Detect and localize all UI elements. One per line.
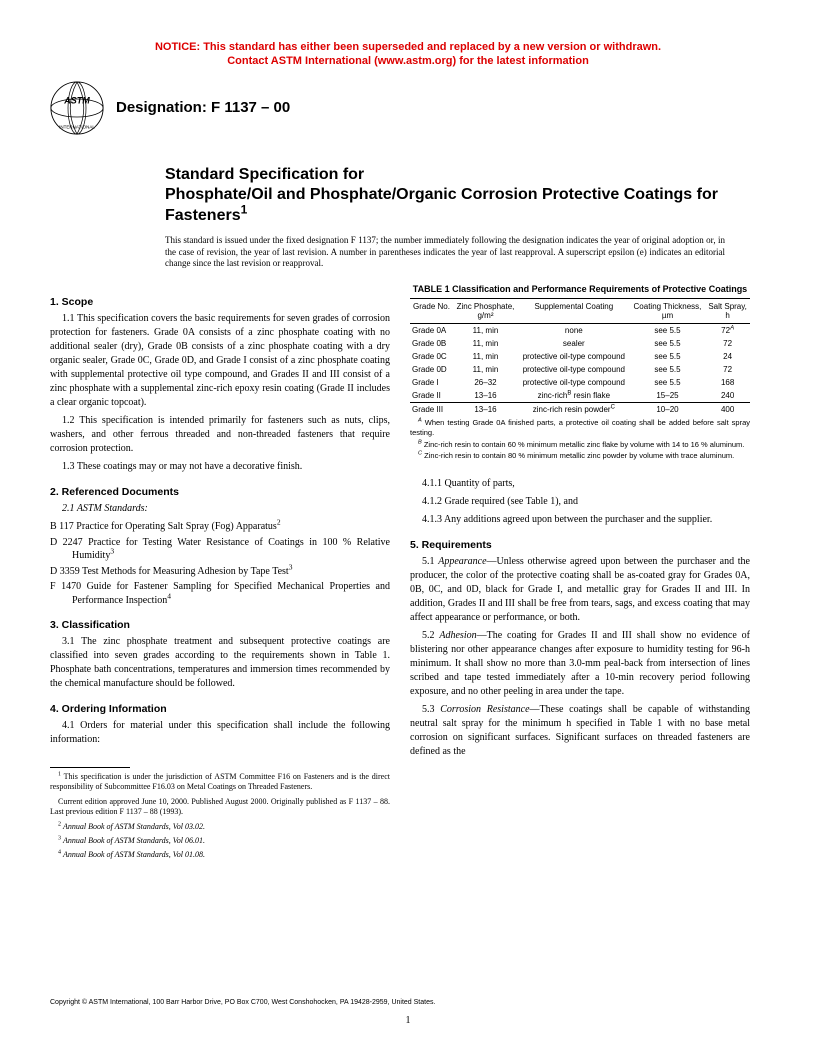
ref-f1470: F 1470 Guide for Fastener Sampling for S… — [50, 580, 390, 607]
svg-text:INTERNATIONAL: INTERNATIONAL — [59, 124, 95, 129]
ref-d3359: D 3359 Test Methods for Measuring Adhesi… — [50, 565, 390, 579]
sec4-p2: 4.1.1 Quantity of parts, — [410, 477, 750, 491]
header: ASTM INTERNATIONAL Designation: F 1137 –… — [50, 81, 766, 135]
title-block: Standard Specification for Phosphate/Oil… — [165, 165, 766, 270]
sec4-p3: 4.1.2 Grade required (see Table 1), and — [410, 495, 750, 509]
sec1-p1: 1.1 This specification covers the basic … — [50, 312, 390, 410]
astm-logo: ASTM INTERNATIONAL — [50, 81, 104, 135]
title: Standard Specification for Phosphate/Oil… — [165, 165, 766, 227]
table-fnA: A When testing Grade 0A finished parts, … — [410, 418, 750, 438]
sec5-p1: 5.1 Appearance—Unless otherwise agreed u… — [410, 555, 750, 625]
sec4-p1: 4.1 Orders for material under this speci… — [50, 719, 390, 747]
sec4-head: 4. Ordering Information — [50, 703, 390, 715]
fn2: 2 Annual Book of ASTM Standards, Vol 03.… — [50, 822, 390, 832]
notice-banner: NOTICE: This standard has either been su… — [50, 40, 766, 69]
ref-b117: B 117 Practice for Operating Salt Spray … — [50, 520, 390, 534]
sec1-p3: 1.3 These coatings may or may not have a… — [50, 460, 390, 474]
table1: Grade No.Zinc Phosphate,g/m²Supplemental… — [410, 298, 750, 416]
sec2-head: 2. Referenced Documents — [50, 486, 390, 498]
fn1b: Current edition approved June 10, 2000. … — [50, 797, 390, 818]
left-column: 1. Scope 1.1 This specification covers t… — [50, 284, 390, 861]
sec3-head: 3. Classification — [50, 619, 390, 631]
table-title: TABLE 1 Classification and Performance R… — [410, 284, 750, 294]
svg-text:ASTM: ASTM — [63, 95, 90, 105]
right-column: TABLE 1 Classification and Performance R… — [410, 284, 750, 861]
sec5-p3: 5.3 Corrosion Resistance—These coatings … — [410, 703, 750, 759]
ref-d2247: D 2247 Practice for Testing Water Resist… — [50, 536, 390, 563]
fn1: 1 This specification is under the jurisd… — [50, 772, 390, 793]
designation: Designation: F 1137 – 00 — [116, 99, 290, 116]
table-fnB: B Zinc-rich resin to contain 60 % minimu… — [410, 440, 750, 450]
sec4-p4: 4.1.3 Any additions agreed upon between … — [410, 513, 750, 527]
fn3: 3 Annual Book of ASTM Standards, Vol 06.… — [50, 836, 390, 846]
page-number: 1 — [406, 1015, 411, 1026]
footnote-sep — [50, 767, 130, 768]
table-fnC: C Zinc-rich resin to contain 80 % minimu… — [410, 451, 750, 461]
copyright: Copyright © ASTM International, 100 Barr… — [50, 999, 435, 1006]
title-note: This standard is issued under the fixed … — [165, 235, 725, 270]
sec3-p1: 3.1 The zinc phosphate treatment and sub… — [50, 635, 390, 691]
sec1-p2: 1.2 This specification is intended prima… — [50, 414, 390, 456]
fn4: 4 Annual Book of ASTM Standards, Vol 01.… — [50, 850, 390, 860]
sec1-head: 1. Scope — [50, 296, 390, 308]
sec5-p2: 5.2 Adhesion—The coating for Grades II a… — [410, 629, 750, 699]
sec5-head: 5. Requirements — [410, 539, 750, 551]
sec2-sub: 2.1 ASTM Standards: — [50, 502, 390, 516]
